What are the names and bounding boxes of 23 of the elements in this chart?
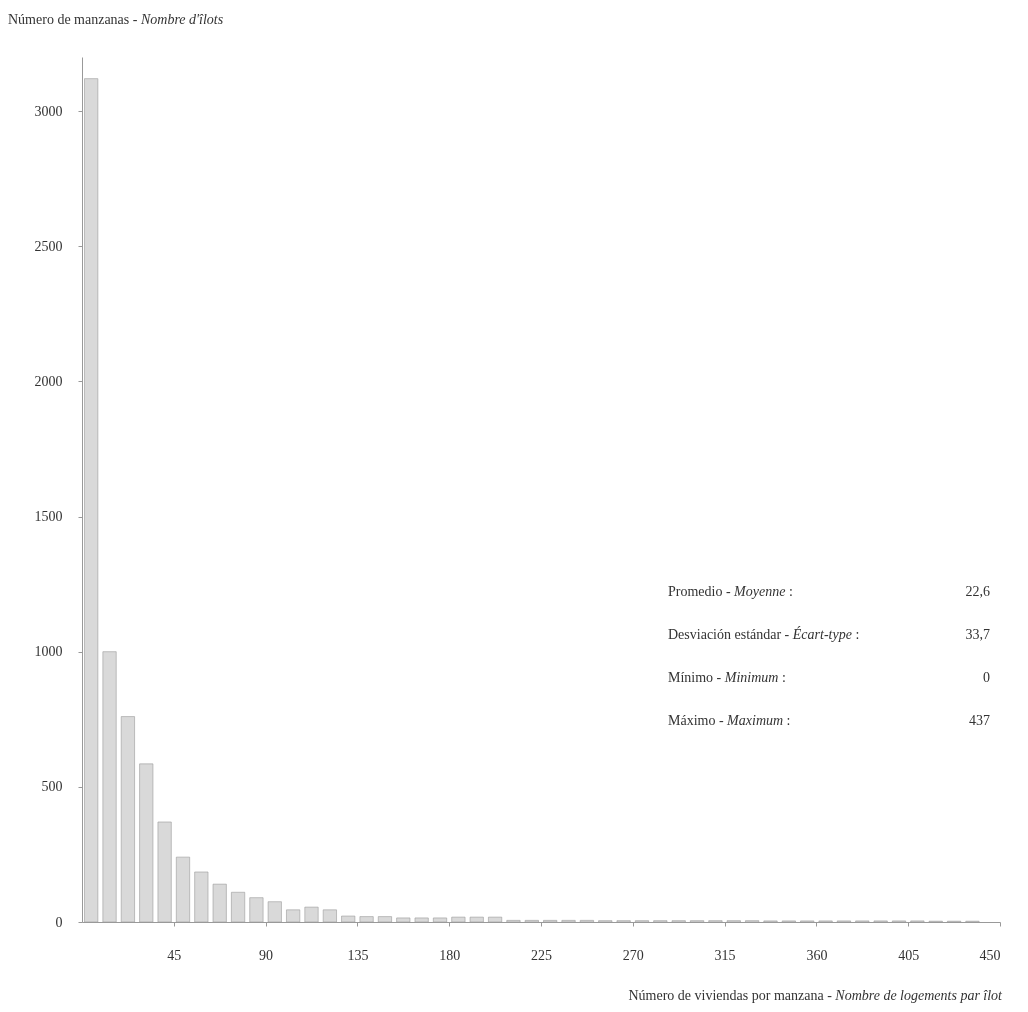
x-tick-label: 270 [622,947,644,963]
x-tick-label: 405 [898,947,920,963]
x-tick-label: 45 [167,947,182,963]
x-tick-label: 135 [347,947,369,963]
x-tick-label: 315 [714,947,736,963]
x-tick-label: 360 [806,947,828,963]
y-tick-label: 1500 [34,509,63,525]
y-tick-label: 1000 [34,644,63,660]
y-tick-label: 2500 [34,238,63,254]
x-tick-label: 450 [979,947,1001,963]
text: Desviación estándar - Écart-type : 33,7 [668,627,990,642]
text: Promedio - Moyenne : 22,6 [668,584,990,599]
y-axis-title: Número de manzanas - Nombre d'îlots [8,12,224,28]
text: Mínimo - Minimum : 0 [668,670,990,685]
y-tick-label: 3000 [34,103,63,119]
y-tick-label: 2000 [34,373,63,389]
y-tick-label: 0 [55,914,63,930]
text: Máximo - Maximum : 437 [668,713,990,728]
x-axis-title: Número de viviendas por manzana - Nombre de logements par îlot [628,988,1002,1004]
y-tick-label: 500 [41,779,63,795]
x-tick-label: 180 [439,947,461,963]
x-tick-label: 90 [259,947,274,963]
x-tick-label: 225 [531,947,552,963]
